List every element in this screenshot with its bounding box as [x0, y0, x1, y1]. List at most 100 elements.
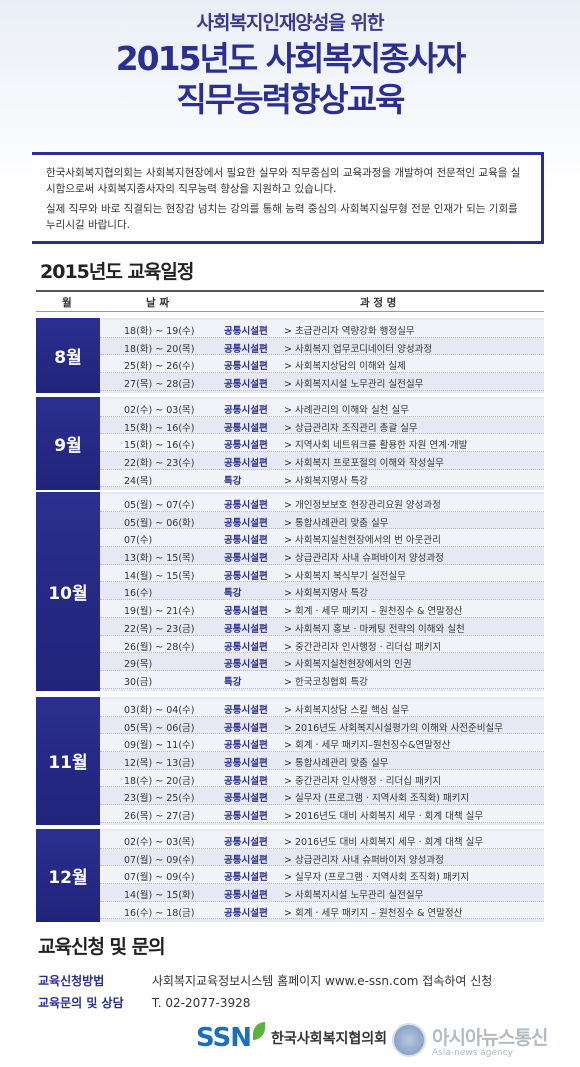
course-cell: > 사회복지실천현장에서의 인권	[284, 659, 412, 671]
course-cell: > 상급관리자 사내 슈퍼바이저 양성과정	[284, 854, 444, 866]
course-cell: > 상급관리자 조직관리 총괄 실무	[284, 422, 418, 434]
category-cell: 공통시설편	[224, 517, 268, 529]
schedule-row: 02(수) ~ 03(목) 공통시설편 > 2016년도 대비 사회복지 세무 · …	[100, 831, 544, 849]
schedule-row: 13(화) ~ 15(목) 공통시설편 > 상급관리자 사내 슈퍼바이저 양성과정	[100, 547, 544, 565]
category-cell: 공통시설편	[224, 422, 268, 434]
category-cell: 공통시설편	[224, 793, 268, 805]
course-cell: > 회계 · 세무 패키지–원천징수&연말정산	[284, 740, 451, 752]
category-cell: 공통시설편	[224, 740, 268, 752]
date-cell: 02(수) ~ 03(목)	[124, 405, 195, 416]
date-cell: 02(수) ~ 03(목)	[124, 837, 195, 848]
course-cell: > 2016년도 대비 사회복지 세무 · 회계 대책 실무	[284, 811, 484, 823]
inquiry-value: T. 02-2077-3928	[151, 996, 251, 1010]
course-cell: > 2016년도 대비 사회복지 세무 · 회계 대책 실무	[284, 837, 484, 848]
date-cell: 07(수)	[124, 535, 153, 547]
category-cell: 공통시설편	[224, 623, 268, 635]
page-subtitle: 사회복지인재양성을 위한	[196, 12, 385, 34]
intro-box: 한국사회복지협의회는 사회복지현장에서 필요한 실무와 직무중심의 교육과정을 …	[32, 152, 544, 244]
apply-label: 교육신청방법	[38, 974, 105, 988]
category-cell: 특강	[224, 588, 242, 600]
course-cell: > 사회복지상담의 이해와 실제	[284, 361, 406, 373]
leaf-icon	[253, 1022, 266, 1040]
date-cell: 14(월) ~ 15(목)	[124, 570, 195, 582]
course-cell: > 사회복지실천현장에서의 번 아웃관리	[284, 535, 441, 547]
schedule-row: 07(월) ~ 09(수) 공통시설편 > 상급관리자 사내 슈퍼바이저 양성과정	[100, 849, 544, 867]
date-cell: 13(화) ~ 15(목)	[124, 553, 195, 565]
date-cell: 30(금)	[124, 676, 153, 688]
date-cell: 15(화) ~ 16(수)	[124, 422, 195, 434]
month-block: 11월 03(화) ~ 04(수) 공통시설편 > 사회복지상담 스킬 핵심 실무 05…	[36, 697, 544, 825]
schedule-column-headers: 월 날 짜 과 정 명	[36, 290, 544, 312]
category-cell: 공통시설편	[224, 535, 268, 547]
column-course: 과 정 명	[360, 297, 397, 309]
category-cell: 공통시설편	[224, 343, 268, 355]
month-label: 11월	[36, 697, 100, 825]
date-cell: 03(화) ~ 04(수)	[124, 705, 195, 716]
category-cell: 공통시설편	[224, 659, 268, 671]
date-cell: 24(목)	[124, 475, 153, 487]
month-block: 10월 05(월) ~ 07(수) 공통시설편 > 개인정보보호 현장관리요원 양성과…	[36, 492, 544, 691]
schedule-row: 19(월) ~ 21(수) 공통시설편 > 회계 · 세무 패키지 – 원천징수 &…	[100, 600, 544, 618]
date-cell: 29(목)	[124, 659, 153, 671]
category-cell: 공통시설편	[224, 500, 268, 511]
date-cell: 14(월) ~ 15(화)	[124, 890, 195, 902]
course-cell: > 실무자 (프로그램 · 지역사회 조직화) 패키지	[284, 793, 470, 805]
date-cell: 22(화) ~ 23(수)	[124, 458, 195, 470]
date-cell: 18(화) ~ 20(목)	[124, 343, 195, 355]
category-cell: 공통시설편	[224, 775, 268, 787]
page-title-line1: 2015년도 사회복지종사자	[115, 39, 467, 78]
inquiry-label: 교육문의 및 상담	[38, 996, 124, 1010]
course-cell: > 사회복지명사 특강	[284, 588, 368, 600]
schedule-row: 15(화) ~ 16(수) 공통시설편 > 지역사회 네트워크를 활용한 자원 연계…	[100, 434, 544, 453]
page-title-line2: 직무능력향상교육	[176, 80, 406, 119]
date-cell: 05(목) ~ 06(금)	[124, 722, 195, 734]
schedule-row: 26(목) ~ 27(금) 공통시설편 > 2016년도 대비 사회복지 세무 · …	[100, 805, 544, 823]
course-cell: > 통합사례관리 맞춤 실무	[284, 758, 389, 770]
schedule-row: 22(목) ~ 23(금) 공통시설편 > 사회복지 홍보 · 마케팅 전략의 이해…	[100, 618, 544, 636]
schedule-row: 09(월) ~ 11(수) 공통시설편 > 회계 · 세무 패키지–원천징수&연말정…	[100, 734, 544, 753]
category-cell: 공통시설편	[224, 405, 268, 416]
schedule-row: 23(월) ~ 25(수) 공통시설편 > 실무자 (프로그램 · 지역사회 조직화…	[100, 787, 544, 806]
date-cell: 16(수)	[124, 588, 153, 600]
schedule-row: 16(수) 특강 > 사회복지명사 특강	[100, 582, 544, 601]
schedule-row: 29(목) 공통시설편 > 사회복지실천현장에서의 인권	[100, 653, 544, 671]
course-cell: > 회계 · 세무 패키지 – 원천징수 & 연말정산	[284, 606, 463, 618]
category-cell: 공통시설편	[224, 811, 268, 823]
date-cell: 05(월) ~ 07(수)	[124, 500, 195, 511]
category-cell: 공통시설편	[224, 326, 268, 337]
schedule-row: 03(화) ~ 04(수) 공통시설편 > 사회복지상담 스킬 핵심 실무	[100, 699, 544, 717]
schedule-row: 22(화) ~ 23(수) 공통시설편 > 사회복지 프로포절의 이해와 작성실무	[100, 452, 544, 470]
apply-value: 사회복지교육정보시스템 홈페이지 www.e-ssn.com 접속하여 신청	[151, 974, 493, 988]
contact-title: 교육신청 및 문의	[38, 936, 166, 958]
date-cell: 19(월) ~ 21(수)	[124, 606, 195, 618]
course-cell: > 통합사례관리 맞춤 실무	[284, 517, 389, 529]
category-cell: 공통시설편	[224, 641, 268, 653]
schedule-row: 24(목) 특강 > 사회복지명사 특강	[100, 469, 544, 488]
category-cell: 특강	[224, 475, 242, 487]
schedule-row: 25(화) ~ 26(수) 공통시설편 > 사회복지상담의 이해와 실제	[100, 355, 544, 374]
schedule-row: 14(월) ~ 15(화) 공통시설편 > 사회복지시설 노무관리 실전실무	[100, 884, 544, 902]
course-cell: > 사례관리의 이해와 실천 실무	[284, 405, 409, 416]
page-header: 사회복지인재양성을 위한 2015년도 사회복지종사자 직무능력향상교육	[0, 0, 580, 121]
date-cell: 15(화) ~ 16(수)	[124, 440, 195, 452]
category-cell: 특강	[224, 676, 242, 688]
category-cell: 공통시설편	[224, 872, 268, 884]
month-label: 9월	[36, 397, 100, 490]
date-cell: 23(월) ~ 25(수)	[124, 793, 195, 805]
watermark-text-kr: 아시아뉴스통신	[432, 1026, 548, 1049]
schedule-row: 30(금) 특강 > 한국코칭협회 특강	[100, 670, 544, 689]
category-cell: 공통시설편	[224, 705, 268, 716]
date-cell: 12(목) ~ 13(금)	[124, 758, 195, 770]
course-cell: > 사회복지상담 스킬 핵심 실무	[284, 705, 409, 716]
organization-name: 한국사회복지협의회	[271, 1031, 387, 1047]
schedule-row: 27(목) ~ 28(금) 공통시설편 > 사회복지시설 노무관리 실전실무	[100, 373, 544, 391]
schedule-title: 2015년도 교육일정	[40, 261, 194, 283]
course-cell: > 중간관리자 인사행정 · 리더십 패키지	[284, 775, 442, 787]
course-cell: > 지역사회 네트워크를 활용한 자원 연계·개발	[284, 440, 468, 452]
category-cell: 공통시설편	[224, 854, 268, 866]
schedule-row: 26(월) ~ 28(수) 공통시설편 > 중간관리자 인사행정 · 리더십 패키지	[100, 635, 544, 654]
category-cell: 공통시설편	[224, 553, 268, 565]
course-cell: > 한국코칭협회 특강	[284, 676, 368, 688]
month-label: 8월	[36, 318, 100, 393]
column-month: 월	[62, 297, 72, 309]
